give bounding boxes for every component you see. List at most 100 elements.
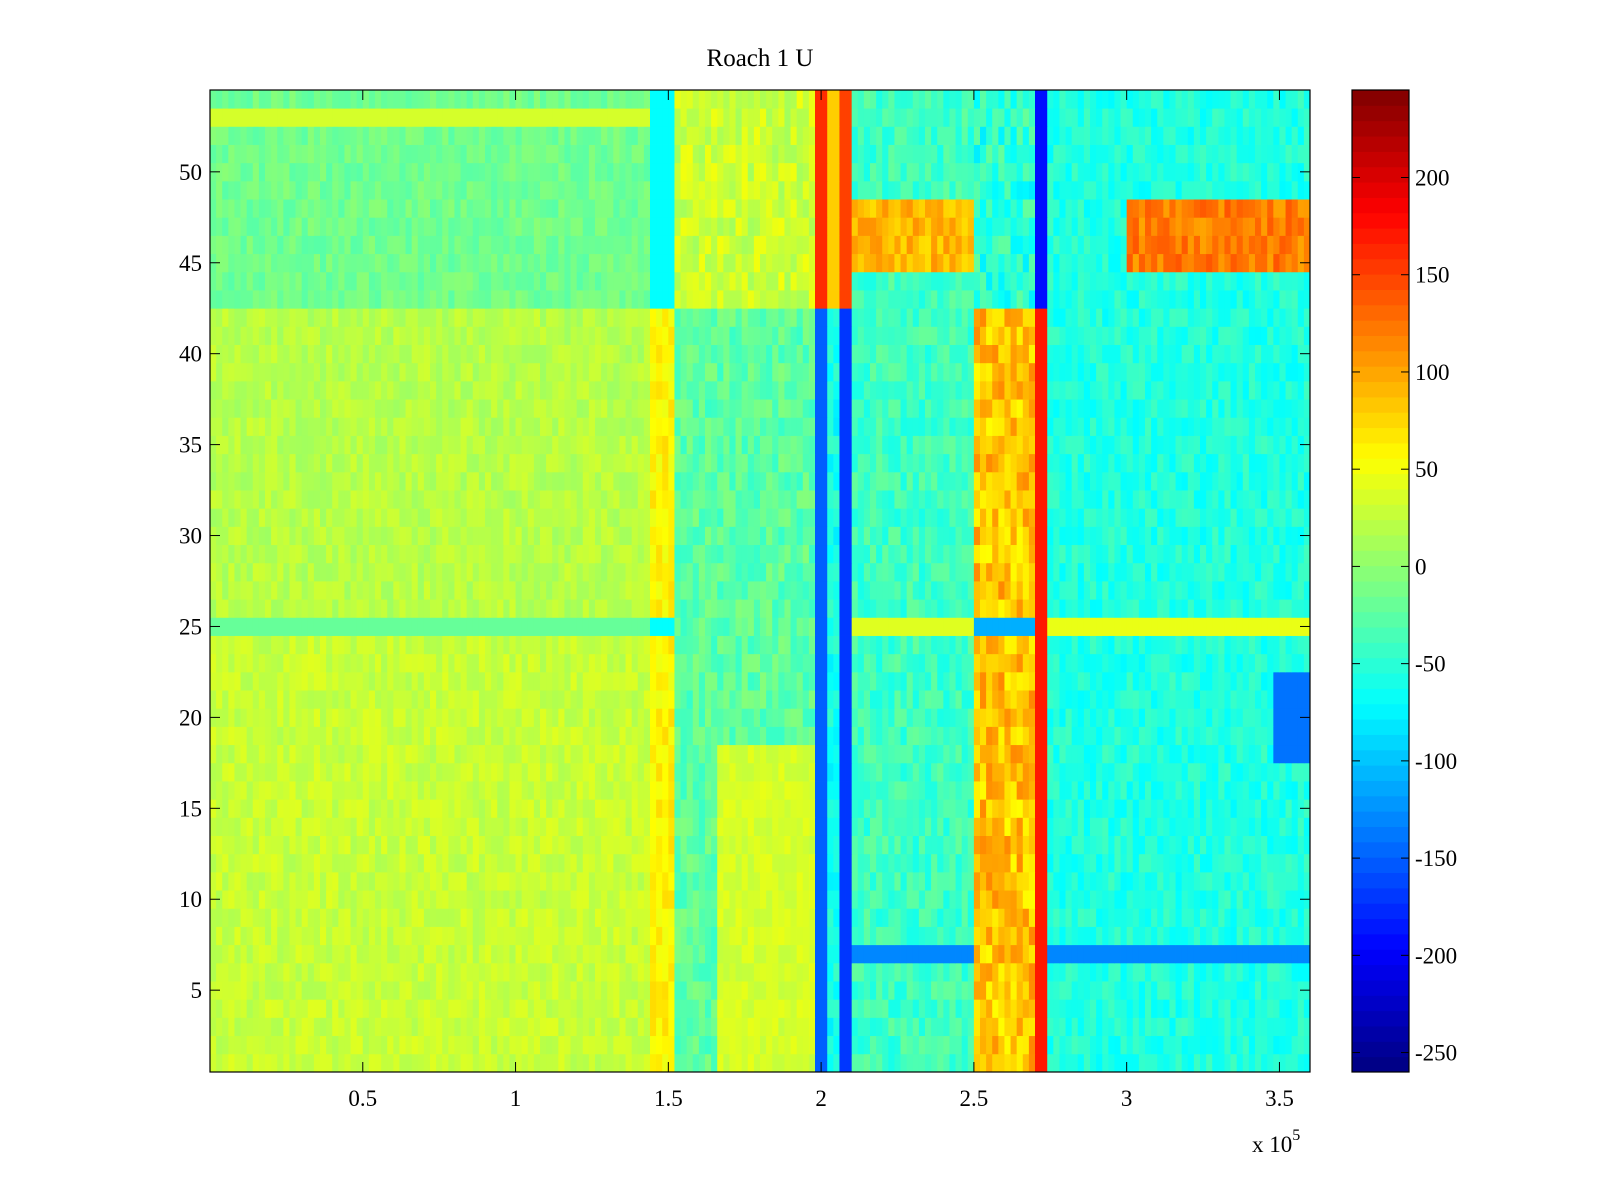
heatmap-cell (503, 726, 510, 746)
heatmap-cell (436, 1017, 443, 1037)
heatmap-cell (1071, 1017, 1079, 1037)
heatmap-cell (686, 762, 694, 782)
heatmap-cell (631, 835, 639, 855)
heatmap-cell (326, 744, 333, 764)
heatmap-cell (375, 926, 382, 946)
heatmap-cell (375, 999, 382, 1018)
heatmap-cell (845, 671, 853, 691)
heatmap-cell (240, 635, 248, 655)
heatmap-cell (747, 762, 755, 782)
heatmap-cell (845, 781, 853, 800)
heatmap-cell (1022, 908, 1030, 927)
heatmap-cell (368, 853, 376, 873)
heatmap-cell (320, 726, 327, 746)
heatmap-cell (741, 617, 749, 636)
heatmap-cell (796, 1017, 804, 1037)
heatmap-cell (863, 781, 871, 800)
heatmap-cell (271, 726, 278, 746)
heatmap-cell (1102, 617, 1109, 636)
heatmap-cell (448, 908, 455, 927)
heatmap-cell (375, 890, 382, 909)
heatmap-cell (931, 962, 938, 982)
heatmap-cell (472, 799, 480, 818)
heatmap-cell (912, 781, 920, 800)
heatmap-cell (320, 853, 327, 873)
heatmap-cell (790, 1035, 798, 1055)
heatmap-cell (478, 762, 486, 782)
heatmap-cell (949, 671, 956, 691)
heatmap-cell (992, 726, 999, 746)
heatmap-cell (1242, 690, 1250, 709)
heatmap-cell (258, 562, 266, 582)
heatmap-cell (613, 671, 620, 691)
heatmap-cell (381, 1035, 388, 1055)
heatmap-cell (448, 671, 455, 691)
heatmap-cell (1090, 744, 1097, 764)
heatmap-cell (943, 708, 950, 727)
heatmap-cell (1255, 799, 1262, 818)
heatmap-cell (521, 1017, 529, 1037)
heatmap-cell (918, 853, 926, 873)
heatmap-cell (637, 581, 645, 600)
heatmap-cell (222, 562, 229, 582)
heatmap-cell (1169, 671, 1176, 691)
heatmap-cell (698, 871, 706, 891)
heatmap-cell (1267, 944, 1274, 964)
heatmap-cell (833, 817, 840, 836)
heatmap-cell (796, 1035, 804, 1055)
heatmap-cell (1022, 835, 1030, 855)
heatmap-cell (760, 926, 767, 946)
heatmap-cell (277, 871, 284, 891)
heatmap-cell (1255, 708, 1262, 727)
heatmap-cell (356, 871, 364, 891)
heatmap-cell (870, 999, 877, 1018)
heatmap-cell (540, 781, 547, 800)
heatmap-cell (668, 653, 675, 673)
heatmap-cell (399, 671, 406, 691)
heatmap-cell (1200, 944, 1207, 964)
heatmap-cell (210, 744, 217, 764)
heatmap-cell (735, 562, 743, 582)
heatmap-cell (289, 1017, 296, 1037)
heatmap-cell (839, 1035, 846, 1055)
heatmap-cell (1206, 1053, 1213, 1073)
heatmap-cell (1157, 635, 1164, 655)
heatmap-cell (234, 926, 241, 946)
heatmap-cell (790, 781, 798, 800)
heatmap-cell (711, 1053, 718, 1073)
heatmap-cell (1022, 1053, 1030, 1073)
heatmap-cell (747, 962, 755, 982)
heatmap-cell (472, 853, 480, 873)
heatmap-cell (307, 944, 315, 964)
heatmap-cell (1065, 617, 1073, 636)
heatmap-cell (815, 835, 822, 855)
heatmap-cell (1212, 635, 1219, 655)
heatmap-cell (362, 999, 370, 1018)
heatmap-cell (967, 671, 975, 691)
heatmap-cell (992, 962, 999, 982)
heatmap-cell (631, 962, 639, 982)
heatmap-cell (509, 562, 516, 582)
heatmap-cell (772, 853, 779, 873)
heatmap-cell (931, 762, 938, 782)
heatmap-cell (808, 799, 816, 818)
heatmap-cell (949, 1053, 956, 1073)
heatmap-cell (1138, 817, 1146, 836)
heatmap-cell (1279, 671, 1286, 691)
heatmap-cell (643, 926, 651, 946)
heatmap-cell (1248, 853, 1256, 873)
heatmap-cell (839, 617, 846, 636)
heatmap-cell (540, 835, 547, 855)
heatmap-cell (967, 726, 975, 746)
heatmap-cell (533, 690, 541, 709)
heatmap-cell (943, 653, 950, 673)
heatmap-cell (1041, 744, 1048, 764)
heatmap-cell (582, 1035, 590, 1055)
heatmap-cell (815, 726, 822, 746)
heatmap-cell (1230, 890, 1238, 909)
heatmap-cell (1248, 690, 1256, 709)
heatmap-cell (637, 1035, 645, 1055)
heatmap-cell (222, 635, 229, 655)
heatmap-cell (937, 835, 944, 855)
heatmap-cell (992, 562, 999, 582)
